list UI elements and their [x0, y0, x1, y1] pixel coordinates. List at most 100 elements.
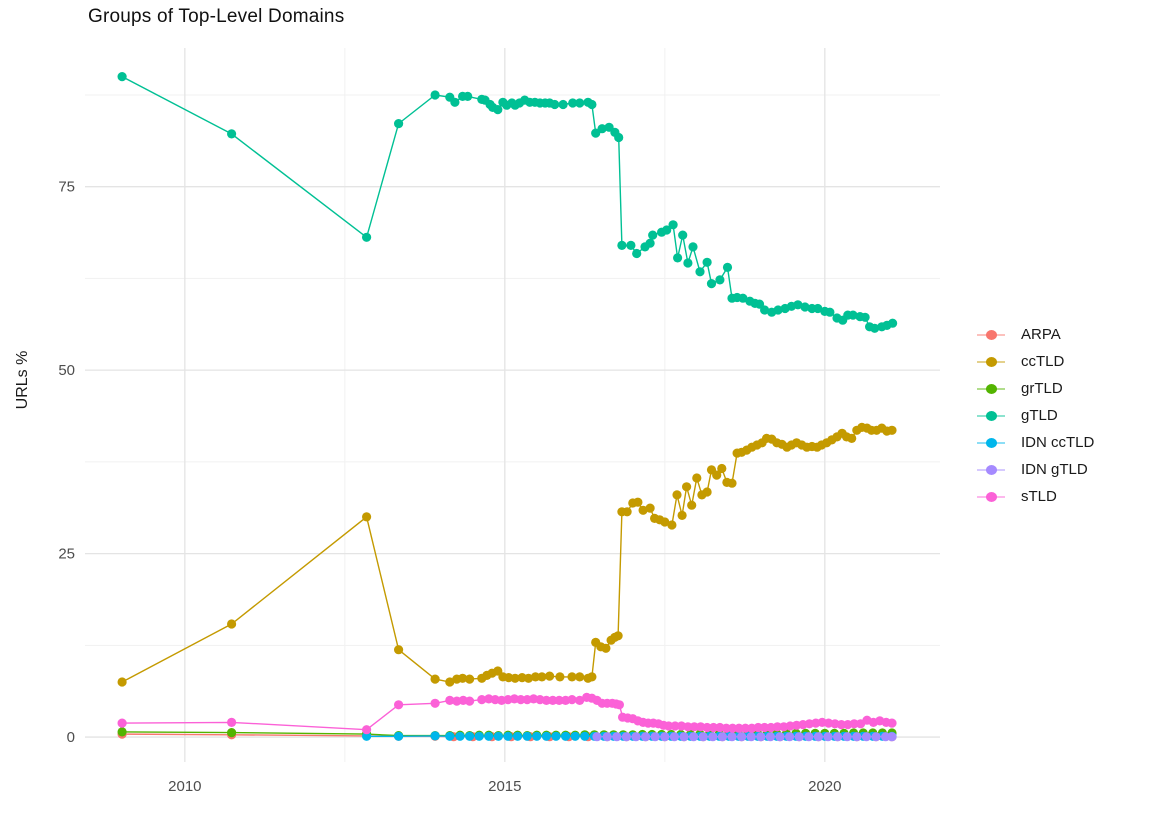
- y-tick-label: 0: [67, 729, 75, 746]
- legend-key-dot-icon: [986, 383, 997, 394]
- series-point-sTLD: [614, 700, 625, 710]
- legend-key-icon: [977, 437, 1005, 449]
- series-point-IDN-gTLD: [698, 732, 708, 742]
- series-point-IDN-gTLD: [813, 732, 824, 742]
- series-point-sTLD: [728, 723, 738, 733]
- legend-item-IDN-ccTLD: IDN ccTLD: [977, 429, 1094, 456]
- series-point-sTLD: [760, 722, 770, 733]
- series-point-sTLD: [683, 722, 693, 732]
- series-point-ccTLD: [702, 487, 712, 497]
- series-point-gTLD: [450, 97, 460, 107]
- series-point-gTLD: [463, 91, 473, 101]
- series-point-ccTLD: [712, 470, 722, 480]
- series-point-gTLD: [706, 279, 717, 289]
- legend-key-dot-icon: [986, 410, 997, 421]
- series-point-IDN-ccTLD: [455, 731, 465, 741]
- series-point-sTLD: [554, 695, 564, 706]
- series-point-sTLD: [227, 717, 237, 728]
- series-point-IDN-gTLD: [861, 732, 872, 742]
- series-point-sTLD: [117, 718, 127, 728]
- legend-item-IDN-gTLD: IDN gTLD: [977, 456, 1094, 483]
- series-point-ccTLD: [677, 510, 687, 520]
- series-point-IDN-gTLD: [746, 732, 756, 742]
- series-point-gTLD: [648, 230, 658, 240]
- series-point-ccTLD: [847, 433, 857, 443]
- series-point-sTLD: [772, 722, 783, 732]
- series-point-ccTLD: [394, 645, 404, 655]
- series-point-IDN-ccTLD: [580, 731, 590, 741]
- series-point-ccTLD: [660, 517, 670, 527]
- series-point-IDN-gTLD: [660, 732, 670, 742]
- series-point-ccTLD: [727, 478, 737, 488]
- series-point-gTLD: [550, 99, 560, 110]
- series-point-ccTLD: [687, 500, 697, 510]
- series-point-gTLD: [715, 275, 725, 285]
- series-point-gTLD: [760, 305, 770, 315]
- legend-item-label: gTLD: [1021, 407, 1058, 424]
- series-point-gTLD: [587, 99, 597, 110]
- series-point-gTLD: [668, 220, 678, 230]
- series-point-sTLD: [887, 718, 897, 728]
- legend-item-gTLD: gTLD: [977, 402, 1094, 429]
- series-point-IDN-gTLD: [727, 732, 737, 742]
- series-point-gTLD: [773, 305, 783, 315]
- series-point-gTLD: [678, 230, 688, 240]
- series-point-gTLD: [800, 302, 810, 312]
- series-point-IDN-gTLD: [881, 732, 891, 742]
- series-point-sTLD: [465, 696, 475, 706]
- series-point-ccTLD: [362, 512, 372, 522]
- series-point-gTLD: [617, 240, 627, 250]
- series-point-ccTLD: [510, 673, 520, 683]
- series-point-IDN-gTLD: [887, 732, 897, 742]
- series-point-gTLD: [591, 128, 601, 138]
- series-point-gTLD: [888, 318, 898, 328]
- series-point-gTLD: [568, 98, 578, 108]
- series-point-gTLD: [597, 124, 607, 134]
- series-point-gTLD: [695, 267, 705, 277]
- series-point-gTLD: [722, 262, 733, 272]
- series-point-gTLD: [702, 257, 712, 267]
- series-point-gTLD: [632, 248, 642, 259]
- series-point-ccTLD: [537, 672, 547, 682]
- series-point-gTLD: [614, 132, 624, 143]
- series-point-ccTLD: [567, 672, 577, 682]
- legend-key-dot-icon: [986, 437, 997, 448]
- series-point-sTLD: [753, 722, 763, 733]
- series-point-IDN-gTLD: [650, 732, 660, 742]
- series-point-ccTLD: [601, 643, 611, 653]
- series-point-gTLD: [825, 307, 835, 317]
- series-point-ccTLD: [613, 631, 623, 641]
- series-point-IDN-ccTLD: [561, 731, 571, 741]
- series-point-gTLD: [813, 303, 823, 314]
- series-point-gTLD: [394, 119, 404, 129]
- series-point-IDN-ccTLD: [430, 731, 440, 741]
- series-point-sTLD: [740, 723, 751, 733]
- legend-item-label: grTLD: [1021, 380, 1063, 397]
- series-point-sTLD: [721, 723, 731, 733]
- legend-item-label: ARPA: [1021, 326, 1061, 343]
- series-point-ccTLD: [227, 619, 237, 629]
- series-point-ccTLD: [587, 672, 597, 682]
- series-point-IDN-gTLD: [708, 732, 718, 742]
- series-point-IDN-ccTLD: [541, 731, 552, 741]
- series-point-IDN-ccTLD: [522, 731, 532, 741]
- series-point-IDN-ccTLD: [551, 731, 561, 741]
- series-point-IDN-gTLD: [833, 732, 843, 742]
- series-point-IDN-gTLD: [621, 732, 632, 742]
- legend-item-label: IDN ccTLD: [1021, 434, 1095, 451]
- series-point-sTLD: [567, 695, 577, 705]
- series-point-gTLD: [683, 258, 693, 268]
- series-point-IDN-gTLD: [592, 732, 602, 742]
- series-point-IDN-gTLD: [717, 732, 728, 742]
- series-point-ccTLD: [117, 677, 127, 687]
- series-point-sTLD: [734, 723, 744, 733]
- series-point-ccTLD: [458, 673, 468, 683]
- series-point-IDN-ccTLD: [513, 731, 523, 741]
- series-point-ccTLD: [430, 674, 440, 684]
- series-point-ccTLD: [645, 503, 655, 513]
- series-point-IDN-gTLD: [737, 732, 747, 742]
- legend-key-icon: [977, 410, 1005, 422]
- series-point-gTLD: [673, 253, 683, 263]
- legend-item-label: ccTLD: [1021, 353, 1065, 370]
